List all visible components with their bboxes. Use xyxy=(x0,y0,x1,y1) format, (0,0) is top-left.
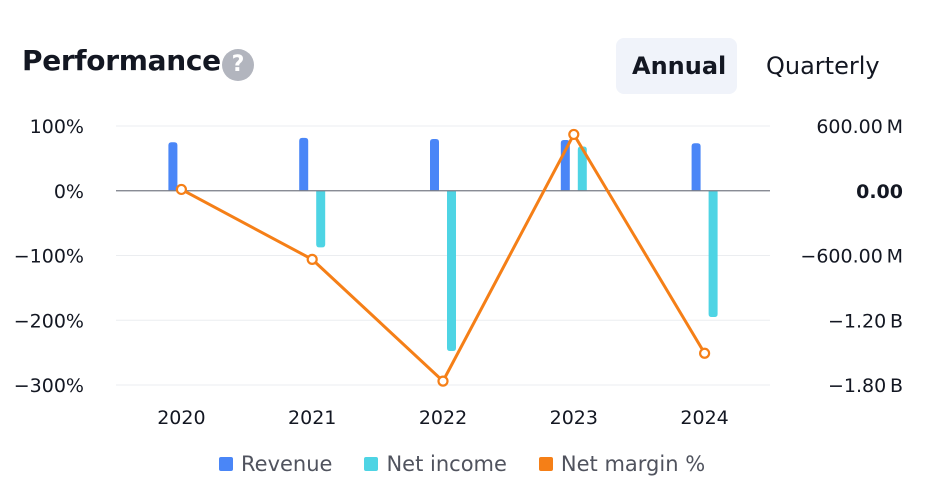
net-margin-point xyxy=(698,347,711,359)
left-axis-tick-label: −300% xyxy=(14,375,84,397)
legend-label-net-income: Net income xyxy=(386,452,507,476)
net-margin-point xyxy=(175,183,187,196)
revenue-bar xyxy=(299,137,309,191)
right-axis-tick-label: 600.00 M xyxy=(816,116,903,138)
x-axis-tick-label: 2021 xyxy=(288,407,336,429)
left-axis-tick-label: 0% xyxy=(54,181,84,203)
net-income-bar xyxy=(708,190,718,318)
left-axis-tick-label: 100% xyxy=(30,116,84,138)
net-margin-line xyxy=(180,132,706,383)
right-axis-tick-label: −1.80 B xyxy=(828,375,903,397)
right-axis-tick-label: 0.00 xyxy=(856,181,903,203)
chart-legend: Revenue Net income Net margin % xyxy=(219,452,705,476)
net-margin-point xyxy=(437,375,449,387)
net-income-bar xyxy=(577,146,587,191)
legend-item-revenue[interactable]: Revenue xyxy=(219,452,332,476)
right-axis-tick-label: −600.00 M xyxy=(800,246,903,268)
legend-label-net-margin: Net margin % xyxy=(560,452,706,476)
left-axis-tick-label: −100% xyxy=(14,246,84,268)
x-axis-tick-label: 2023 xyxy=(550,407,598,429)
legend-item-net-income[interactable]: Net income xyxy=(364,452,507,476)
left-axis-tick-label: −200% xyxy=(14,310,84,332)
net-margin-point xyxy=(568,128,580,141)
revenue-bar xyxy=(691,143,701,191)
revenue-bar xyxy=(168,142,178,191)
net-margin-point xyxy=(306,253,318,265)
x-axis-tick-label: 2022 xyxy=(419,407,467,429)
x-axis-tick-label: 2024 xyxy=(680,407,728,429)
x-axis-tick-label: 2020 xyxy=(157,407,205,429)
right-axis-tick-label: −1.20 B xyxy=(828,310,903,332)
legend-swatch-net-margin xyxy=(538,457,553,471)
tab-quarterly[interactable]: Quarterly xyxy=(766,52,880,80)
net-income-bar xyxy=(447,190,456,352)
net-income-bar xyxy=(316,190,326,248)
page-title: Performance xyxy=(22,44,221,77)
legend-swatch-net-income xyxy=(364,457,379,471)
legend-label-revenue: Revenue xyxy=(241,452,333,476)
legend-item-net-margin[interactable]: Net margin % xyxy=(538,452,706,476)
help-icon[interactable]: ? xyxy=(222,49,254,81)
tab-annual[interactable]: Annual xyxy=(616,38,737,94)
revenue-bar xyxy=(430,138,439,191)
legend-swatch-revenue xyxy=(219,457,233,471)
